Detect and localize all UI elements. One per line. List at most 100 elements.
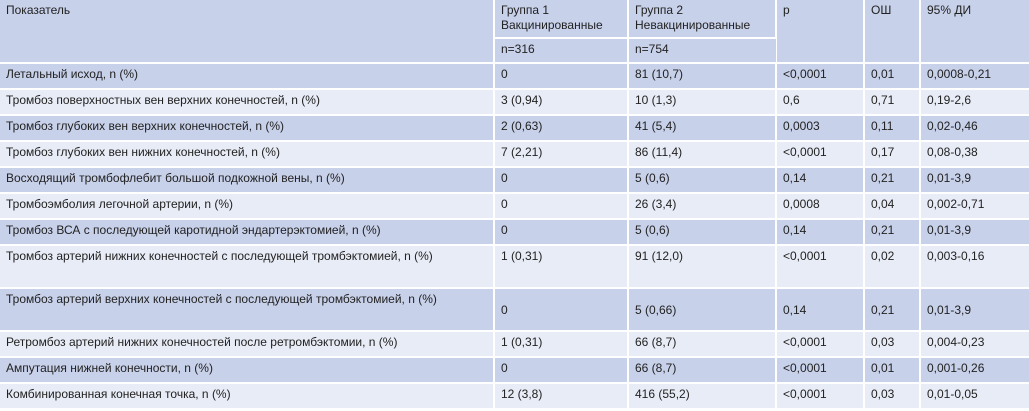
- cell-ci: 0,02-0,46: [920, 115, 1029, 142]
- header-group2-line2: Невакцинированные: [635, 18, 751, 32]
- cell-or: 0,21: [864, 167, 921, 194]
- cell-group2: 5 (0,6): [628, 167, 777, 194]
- cell-or: 0,03: [864, 383, 921, 410]
- cell-group2: 91 (12,0): [628, 245, 777, 289]
- cell-p: <0,0001: [776, 63, 865, 90]
- cell-p: <0,0001: [776, 245, 865, 289]
- cell-indicator: Ретромбоз артерий нижних конечностей пос…: [0, 331, 495, 358]
- cell-group1: 2 (0,63): [494, 115, 629, 142]
- cell-or: 0,11: [864, 115, 921, 142]
- cell-ci: 0,003-0,16: [920, 245, 1029, 289]
- table-body: Летальный исход, n (%) 0 81 (10,7) <0,0001 0…: [0, 63, 1029, 410]
- header-group1-line1: Группа 1: [501, 3, 550, 17]
- cell-indicator: Тромбоз глубоких вен верхних конечностей…: [0, 115, 495, 142]
- cell-or: 0,21: [864, 288, 921, 332]
- cell-group2: 66 (8,7): [628, 331, 777, 358]
- table-row: Тромбоз ВСА с последующей каротидной энд…: [0, 219, 1029, 246]
- cell-ci: 0,0008-0,21: [920, 63, 1029, 90]
- cell-or: 0,03: [864, 331, 921, 358]
- cell-p: 0,6: [776, 89, 865, 116]
- table-row: Ретромбоз артерий нижних конечностей пос…: [0, 331, 1029, 358]
- cell-p: 0,14: [776, 219, 865, 246]
- cell-group2: 10 (1,3): [628, 89, 777, 116]
- cell-or: 0,71: [864, 89, 921, 116]
- cell-indicator: Тромбоз артерий нижних конечностей с пос…: [0, 245, 495, 289]
- cell-indicator: Тромбоз ВСА с последующей каротидной энд…: [0, 219, 495, 246]
- cell-p: <0,0001: [776, 357, 865, 384]
- table-subheader-row: n=316 n=754: [0, 38, 1029, 64]
- table-row: Тромбоз поверхностных вен верхних конечн…: [0, 89, 1029, 116]
- cell-ci: 0,01-0,05: [920, 383, 1029, 410]
- header-indicator: Показатель: [0, 0, 495, 64]
- cell-group1: 12 (3,8): [494, 383, 629, 410]
- cell-or: 0,02: [864, 245, 921, 289]
- header-group2-n: n=754: [628, 38, 776, 64]
- header-ci: 95% ДИ: [920, 0, 1029, 64]
- cell-group1: 1 (0,31): [494, 245, 629, 289]
- cell-p: 0,0003: [776, 115, 865, 142]
- header-or: ОШ: [864, 0, 921, 64]
- cell-ci: 0,002-0,71: [920, 193, 1029, 220]
- table-row: Тромбоз глубоких вен нижних конечностей,…: [0, 141, 1029, 168]
- cell-p: 0,14: [776, 288, 865, 332]
- cell-indicator: Тромбоз глубоких вен нижних конечностей,…: [0, 141, 495, 168]
- cell-p: <0,0001: [776, 331, 865, 358]
- cell-p: <0,0001: [776, 141, 865, 168]
- cell-or: 0,17: [864, 141, 921, 168]
- cell-ci: 0,08-0,38: [920, 141, 1029, 168]
- cell-group1: 0: [494, 357, 629, 384]
- header-group2-line1: Группа 2: [635, 3, 684, 17]
- table-row: Комбинированная конечная точка, n (%) 12 …: [0, 383, 1029, 410]
- cell-group1: 3 (0,94): [494, 89, 629, 116]
- cell-group1: 1 (0,31): [494, 331, 629, 358]
- cell-group1: 0: [494, 219, 629, 246]
- cell-or: 0,04: [864, 193, 921, 220]
- header-group1-line2: Вакцинированные: [501, 18, 603, 32]
- table-row: Тромбоз артерий верхних конечностей с по…: [0, 288, 1029, 332]
- header-p: p: [776, 0, 865, 64]
- cell-group2: 81 (10,7): [628, 63, 777, 90]
- cell-ci: 0,19-2,6: [920, 89, 1029, 116]
- table-header-row: Показатель Группа 1 Вакцинированные Груп…: [0, 0, 1029, 64]
- header-group1-n: n=316: [494, 38, 629, 64]
- cell-or: 0,01: [864, 357, 921, 384]
- cell-group2: 5 (0,6): [628, 219, 777, 246]
- table-row: Восходящий тромбофлебит большой подкожно…: [0, 167, 1029, 194]
- cell-group2: 86 (11,4): [628, 141, 777, 168]
- cell-indicator: Ампутация нижней конечности, n (%): [0, 357, 495, 384]
- cell-ci: 0,01-3,9: [920, 219, 1029, 246]
- cell-indicator: Комбинированная конечная точка, n (%): [0, 383, 495, 410]
- cell-p: 0,0008: [776, 193, 865, 220]
- table-row: Тромбоз глубоких вен верхних конечностей…: [0, 115, 1029, 142]
- cell-group1: 0: [494, 288, 629, 332]
- cell-ci: 0,01-3,9: [920, 288, 1029, 332]
- cell-p: 0,14: [776, 167, 865, 194]
- cell-indicator: Тромбоз поверхностных вен верхних конечн…: [0, 89, 495, 116]
- cell-group1: 0: [494, 167, 629, 194]
- header-group2: Группа 2 Невакцинированные: [628, 0, 777, 39]
- table-row: Летальный исход, n (%) 0 81 (10,7) <0,0001 0…: [0, 63, 1029, 90]
- cell-ci: 0,01-3,9: [920, 167, 1029, 194]
- cell-group2: 26 (3,4): [628, 193, 777, 220]
- cell-indicator: Тромбоэмболия легочной артерии, n (%): [0, 193, 495, 220]
- table-row: Тромбоз артерий нижних конечностей с пос…: [0, 245, 1029, 289]
- cell-group2: 66 (8,7): [628, 357, 777, 384]
- cell-group2: 41 (5,4): [628, 115, 777, 142]
- cell-indicator: Восходящий тромбофлебит большой подкожно…: [0, 167, 495, 194]
- cell-group1: 0: [494, 63, 629, 90]
- header-group1: Группа 1 Вакцинированные: [494, 0, 629, 39]
- cell-indicator: Летальный исход, n (%): [0, 63, 495, 90]
- cell-p: <0,0001: [776, 383, 865, 410]
- cell-or: 0,01: [864, 63, 921, 90]
- cell-group2: 416 (55,2): [628, 383, 777, 410]
- cell-ci: 0,004-0,23: [920, 331, 1029, 358]
- cell-indicator: Тромбоз артерий верхних конечностей с по…: [0, 288, 495, 332]
- table-row: Тромбоэмболия легочной артерии, n (%) 0 26…: [0, 193, 1029, 220]
- cell-or: 0,21: [864, 219, 921, 246]
- cell-group1: 0: [494, 193, 629, 220]
- table-row: Ампутация нижней конечности, n (%) 0 66 (8…: [0, 357, 1029, 384]
- cell-ci: 0,001-0,26: [920, 357, 1029, 384]
- cell-group2: 5 (0,66): [628, 288, 777, 332]
- cell-group1: 7 (2,21): [494, 141, 629, 168]
